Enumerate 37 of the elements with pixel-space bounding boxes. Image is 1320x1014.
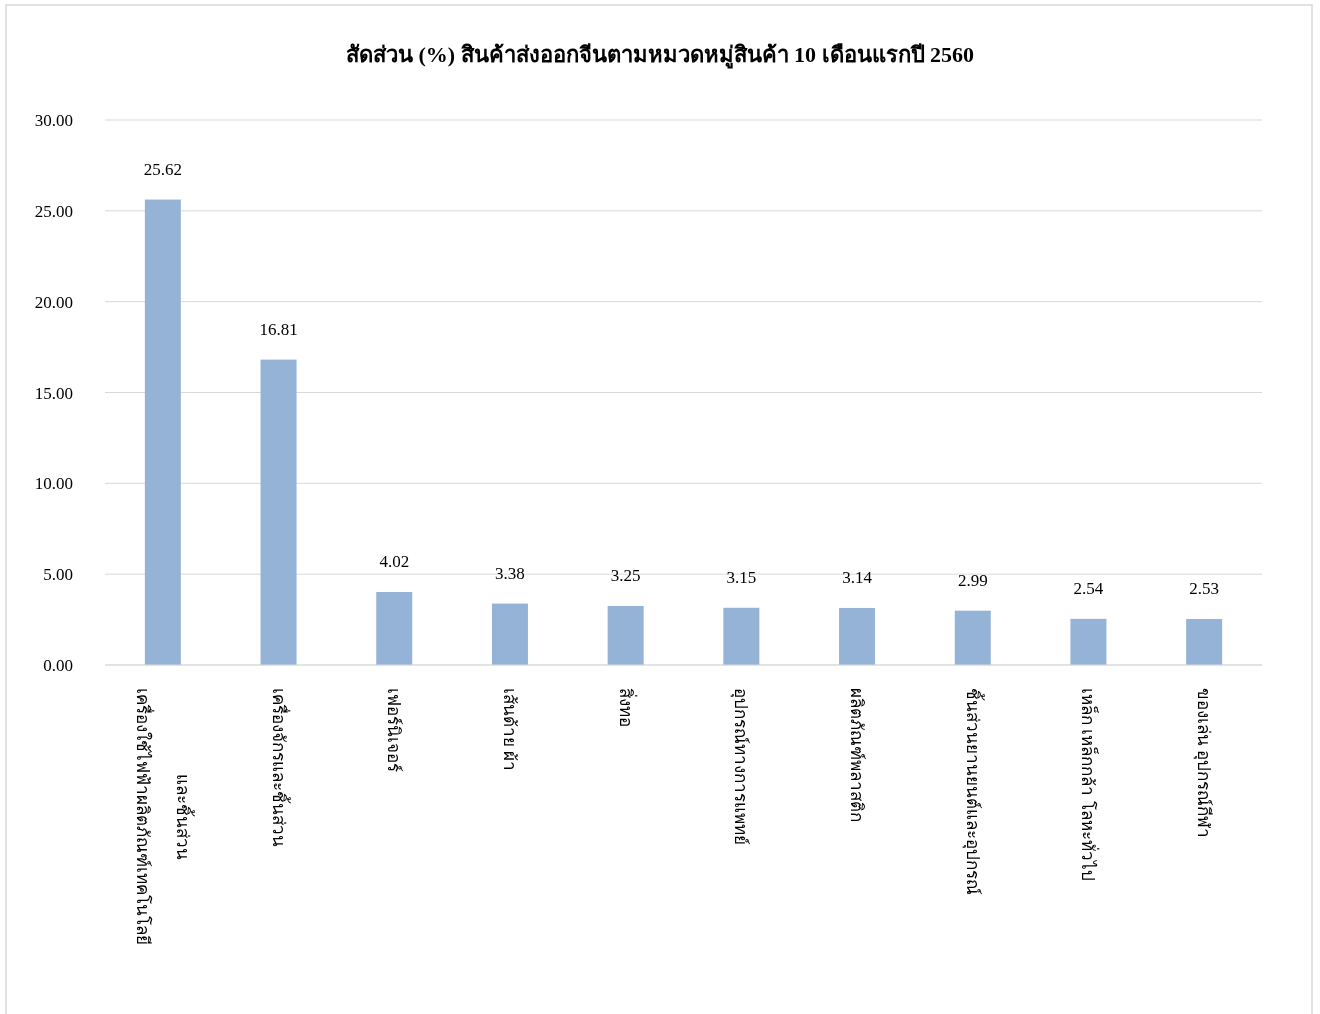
chart-title: สัดส่วน (%) สินค้าส่งออกจีนตามหมวดหมู่สินค้า 10 เดือนแรกปี 2560 bbox=[345, 42, 975, 69]
y-tick-label: 15.00 bbox=[34, 383, 73, 403]
y-tick-label: 20.00 bbox=[34, 292, 73, 312]
bar bbox=[839, 607, 876, 665]
y-tick-label: 30.00 bbox=[34, 111, 73, 130]
data-label: 16.81 bbox=[259, 319, 298, 339]
bar bbox=[144, 199, 181, 665]
y-tick-label: 0.00 bbox=[43, 656, 73, 675]
data-label: 3.15 bbox=[726, 567, 757, 587]
x-tick-label: เส้นด้าย ผ้า bbox=[499, 688, 519, 772]
y-tick-label: 10.00 bbox=[34, 474, 73, 494]
x-tick-label: เครื่องจักรและชิ้นส่วน bbox=[268, 688, 291, 847]
bar bbox=[723, 607, 760, 665]
x-tick-label: ชิ้นส่วนยานยนต์และอุปกรณ์ bbox=[961, 688, 985, 895]
data-label: 3.38 bbox=[495, 563, 525, 583]
data-label: 2.53 bbox=[1189, 579, 1220, 599]
bar bbox=[607, 605, 644, 665]
bar bbox=[954, 610, 991, 665]
bar bbox=[491, 603, 528, 665]
bar bbox=[260, 359, 297, 665]
bar bbox=[376, 591, 413, 665]
x-tick-label: เฟอร์นิเจอร์ bbox=[384, 688, 404, 772]
data-label: 3.14 bbox=[842, 567, 873, 587]
y-tick-label: 5.00 bbox=[43, 565, 73, 585]
x-tick-label: ผลิตภัณฑ์พลาสติก bbox=[847, 688, 867, 822]
x-tick-label: เหล็ก เหล็กกล้า โลหะทั่วไป bbox=[1078, 688, 1101, 881]
data-label: 3.25 bbox=[610, 565, 641, 585]
data-label: 2.99 bbox=[957, 570, 988, 590]
data-label: 25.62 bbox=[143, 159, 182, 179]
x-tick-label: ของเล่น อุปกรณ์กีฬา bbox=[1193, 688, 1214, 839]
data-label: 2.54 bbox=[1073, 578, 1104, 598]
data-label: 4.02 bbox=[379, 551, 410, 571]
bar bbox=[1186, 619, 1223, 665]
x-tick-label: อุปกรณ์ทางการแพทย์ bbox=[730, 688, 751, 845]
bar bbox=[1070, 618, 1107, 665]
x-tick-label: สิ่งทอ bbox=[615, 688, 638, 727]
y-tick-label: 25.00 bbox=[34, 201, 73, 221]
